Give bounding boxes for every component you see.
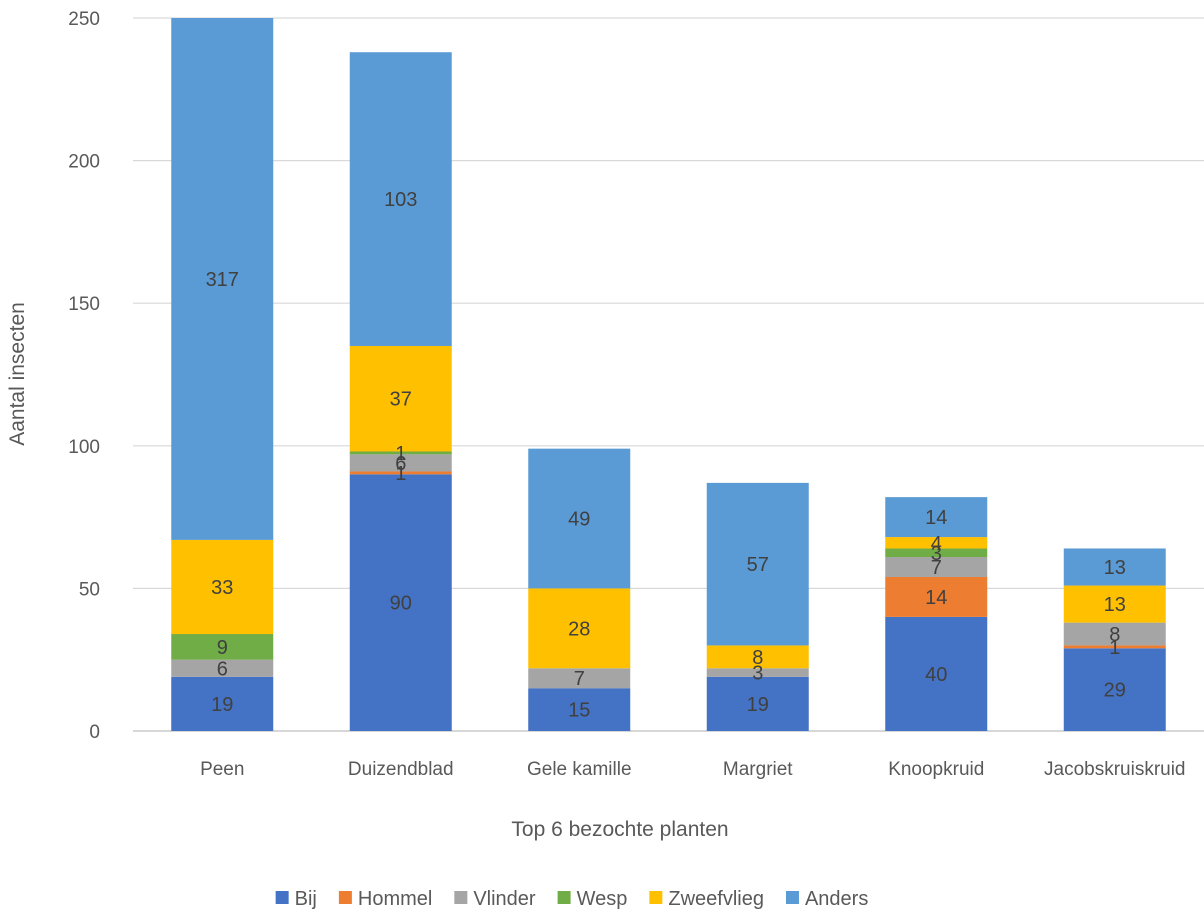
y-tick-label: 200 xyxy=(68,152,100,173)
data-label: 57 xyxy=(747,554,769,576)
data-label: 37 xyxy=(390,389,412,411)
y-axis-title: Aantal insecten xyxy=(6,302,29,446)
legend-swatch xyxy=(649,891,663,904)
bar-segment xyxy=(528,588,631,669)
data-label: 40 xyxy=(925,664,947,686)
data-label: 8 xyxy=(752,647,763,669)
bar-segment xyxy=(171,676,274,731)
x-tick-label: Jacobskruiskruid xyxy=(1044,759,1186,780)
x-tick-label: Peen xyxy=(200,759,244,780)
x-axis-ticks: Peen Duizendblad Gele kamille Margriet Knoop… xyxy=(200,759,1185,780)
data-label: 28 xyxy=(568,618,590,640)
data-label: 3 xyxy=(931,543,942,565)
data-label: 6 xyxy=(217,658,228,680)
bar-segment xyxy=(528,448,631,589)
legend-swatch xyxy=(338,891,352,904)
data-label: 8 xyxy=(1109,624,1120,646)
y-tick-label: 100 xyxy=(68,437,100,458)
legend-label: Vlinder xyxy=(473,888,536,910)
data-labels: 1969333179016137103157284919385740147341… xyxy=(206,189,1126,722)
data-label: 19 xyxy=(211,694,233,716)
data-label: 7 xyxy=(574,668,585,690)
bar-segment xyxy=(349,474,452,731)
legend: Bij Hommel Vlinder Wesp Zweefvlieg Anders xyxy=(275,888,868,910)
legend-swatch xyxy=(785,891,799,904)
data-label: 33 xyxy=(211,577,233,599)
bar-segment xyxy=(706,482,809,646)
y-tick-label: 50 xyxy=(79,579,100,600)
data-label: 13 xyxy=(1104,594,1126,616)
bar-segment xyxy=(1063,645,1166,649)
data-label: 29 xyxy=(1104,680,1126,702)
bar-segment xyxy=(885,537,988,549)
y-tick-label: 0 xyxy=(89,722,100,743)
x-tick-label: Duizendblad xyxy=(348,759,454,780)
x-axis-title: Top 6 bezochte planten xyxy=(511,818,728,841)
bar-segment xyxy=(171,659,274,677)
data-label: 19 xyxy=(747,694,769,716)
bar-segment xyxy=(349,52,452,346)
bar-segment xyxy=(528,688,631,731)
bar-segment xyxy=(349,451,452,455)
bar-segment xyxy=(1063,622,1166,646)
bar-segment xyxy=(171,634,274,660)
x-tick-label: Knoopkruid xyxy=(888,759,984,780)
x-tick-label: Margriet xyxy=(723,759,793,780)
bar-segment xyxy=(885,557,988,577)
data-label: 1 xyxy=(395,463,406,485)
bar-segment xyxy=(885,548,988,558)
data-label: 4 xyxy=(931,533,942,555)
data-label: 1 xyxy=(1109,637,1120,659)
data-label: 3 xyxy=(752,663,763,685)
legend-swatch xyxy=(275,891,289,904)
bar-segment xyxy=(528,668,631,689)
bar-segment xyxy=(885,616,988,731)
y-tick-label: 150 xyxy=(68,294,100,315)
data-label: 7 xyxy=(931,557,942,579)
bar-segment xyxy=(885,497,988,538)
data-label: 15 xyxy=(568,700,590,722)
data-label: 6 xyxy=(395,453,406,475)
legend-label: Anders xyxy=(805,888,868,910)
bar-segment xyxy=(885,576,988,617)
bar-segment xyxy=(1063,548,1166,586)
gridlines xyxy=(133,17,1204,732)
legend-label: Bij xyxy=(295,888,317,910)
bar-segment xyxy=(706,668,809,677)
data-label: 49 xyxy=(568,509,590,531)
bar-segment xyxy=(171,539,274,635)
bars xyxy=(171,18,1166,731)
legend-label: Wesp xyxy=(577,888,628,910)
data-label: 14 xyxy=(925,507,947,529)
x-tick-label: Gele kamille xyxy=(527,759,632,780)
data-label: 317 xyxy=(206,269,239,291)
y-axis-ticks: 0 50 100 150 200 250 xyxy=(68,9,100,743)
bar-segment xyxy=(1063,585,1166,623)
legend-swatch xyxy=(557,891,571,904)
bar-segment xyxy=(706,676,809,731)
data-label: 103 xyxy=(384,189,417,211)
data-label: 14 xyxy=(925,587,947,609)
data-label: 90 xyxy=(390,593,412,615)
bar-segment xyxy=(171,18,274,540)
data-label: 1 xyxy=(395,443,406,465)
legend-label: Hommel xyxy=(358,888,432,910)
bar-segment xyxy=(349,454,452,472)
bar-segment xyxy=(706,645,809,669)
bar-segment xyxy=(349,345,452,452)
bar-segment xyxy=(349,471,452,475)
data-label: 13 xyxy=(1104,557,1126,579)
legend-swatch xyxy=(454,891,468,904)
y-tick-label: 250 xyxy=(68,9,100,30)
data-label: 9 xyxy=(217,637,228,659)
legend-label: Zweefvlieg xyxy=(668,888,764,910)
bar-segment xyxy=(1063,648,1166,731)
